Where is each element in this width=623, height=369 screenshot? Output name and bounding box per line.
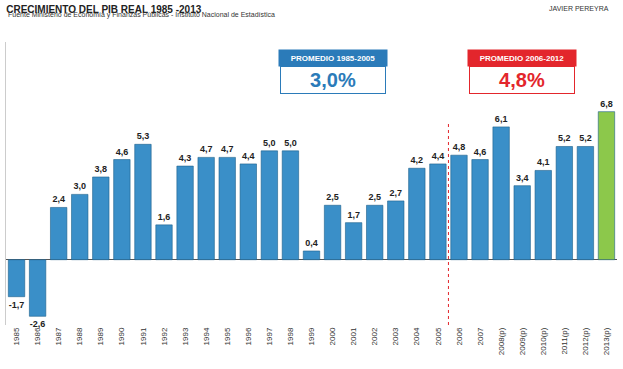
svg-text:1991: 1991 [139,327,148,345]
svg-text:PROMEDIO 2006-2012: PROMEDIO 2006-2012 [480,54,565,63]
svg-text:2013(p): 2013(p) [602,327,611,355]
svg-text:5,0: 5,0 [263,138,276,148]
svg-text:2002: 2002 [370,327,379,345]
svg-text:4,2: 4,2 [411,155,424,165]
svg-text:1995: 1995 [223,327,232,345]
svg-text:6,8: 6,8 [600,99,613,109]
svg-text:4,4: 4,4 [242,151,255,161]
svg-text:4,6: 4,6 [116,147,129,157]
svg-text:2012(p): 2012(p) [581,327,590,355]
svg-text:2,5: 2,5 [326,192,339,202]
svg-text:CRECIMIENTO DEL PIB REAL 1985: CRECIMIENTO DEL PIB REAL 1985 -2013 [6,4,202,15]
svg-text:4,6: 4,6 [474,147,487,157]
svg-text:0,4: 0,4 [305,238,318,248]
svg-text:4,7: 4,7 [200,144,213,154]
svg-text:4,1: 4,1 [537,157,550,167]
svg-text:5,2: 5,2 [579,133,592,143]
svg-text:-1,7: -1,7 [9,300,25,310]
svg-text:4,7: 4,7 [221,144,234,154]
svg-text:5,2: 5,2 [558,133,571,143]
svg-text:4,3: 4,3 [179,153,192,163]
svg-text:2005: 2005 [434,327,443,345]
svg-text:PROMEDIO 1985-2005: PROMEDIO 1985-2005 [291,54,376,63]
svg-text:1994: 1994 [202,327,211,345]
svg-text:3,8: 3,8 [95,164,108,174]
svg-text:2,7: 2,7 [390,188,403,198]
svg-text:2010(p): 2010(p) [539,327,548,355]
svg-text:-2,6: -2,6 [30,319,46,329]
svg-text:2009(p): 2009(p) [518,327,527,355]
svg-text:2003: 2003 [391,327,400,345]
svg-text:5,3: 5,3 [137,131,150,141]
svg-text:2008(p): 2008(p) [497,327,506,355]
svg-text:1,6: 1,6 [158,212,171,222]
svg-text:3,0: 3,0 [73,181,86,191]
svg-text:5,0: 5,0 [284,138,297,148]
svg-text:1996: 1996 [244,327,253,345]
svg-text:1985: 1985 [12,327,21,345]
svg-text:2001: 2001 [349,327,358,345]
svg-text:1993: 1993 [181,327,190,345]
svg-text:4,8%: 4,8% [499,69,545,91]
svg-text:1998: 1998 [286,327,295,345]
svg-text:2,4: 2,4 [52,194,65,204]
svg-text:JAVIER PEREYRA: JAVIER PEREYRA [549,5,609,12]
svg-text:2004: 2004 [412,327,421,345]
svg-text:3,4: 3,4 [516,173,529,183]
svg-text:1986: 1986 [33,327,42,345]
svg-text:4,4: 4,4 [432,151,445,161]
svg-text:2,5: 2,5 [368,192,381,202]
svg-text:3,0%: 3,0% [310,69,356,91]
svg-text:1992: 1992 [160,327,169,345]
svg-text:2007: 2007 [476,327,485,345]
svg-text:4,8: 4,8 [453,142,466,152]
svg-text:2011(p): 2011(p) [560,327,569,354]
svg-text:1989: 1989 [96,327,105,345]
svg-text:Fuente Ministerio de Economía: Fuente Ministerio de Economía y Finanzas… [8,11,275,19]
svg-text:6,1: 6,1 [495,114,508,124]
svg-text:2006: 2006 [455,327,464,345]
svg-text:1988: 1988 [75,327,84,345]
svg-text:1999: 1999 [307,327,316,345]
svg-text:1997: 1997 [265,327,274,345]
svg-text:2000: 2000 [328,327,337,345]
svg-text:1,7: 1,7 [347,210,360,220]
svg-text:1987: 1987 [54,327,63,345]
svg-text:1990: 1990 [117,327,126,345]
